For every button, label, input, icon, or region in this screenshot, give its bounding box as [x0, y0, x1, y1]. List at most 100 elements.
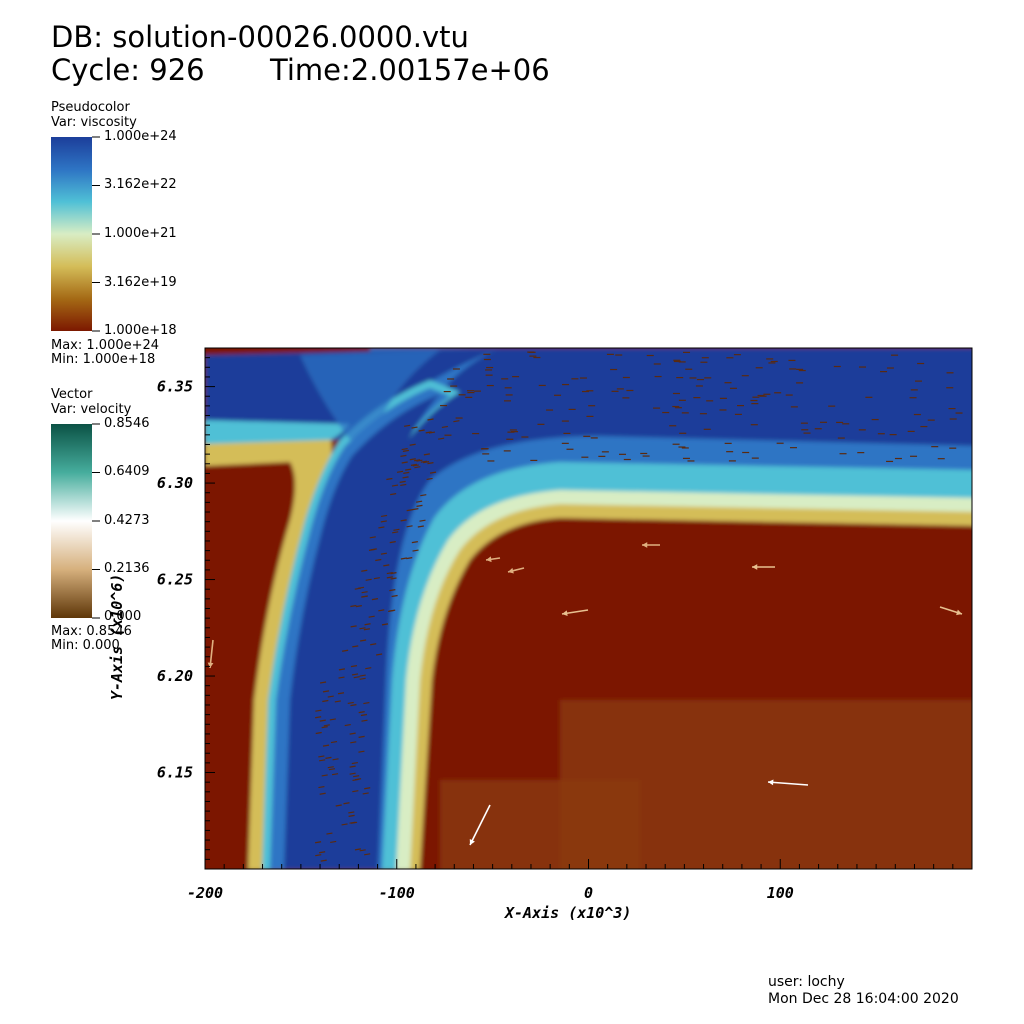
velocity-dash [344, 723, 351, 727]
velocity-arrowhead [508, 567, 514, 574]
viscosity-field [205, 348, 972, 869]
plate-cyan-band [366, 348, 972, 869]
velocity-dash [314, 841, 322, 844]
velocity-dash [364, 853, 371, 856]
velocity-dash [359, 677, 366, 680]
velocity-dash [392, 531, 399, 534]
y-tick-label: 6.35 [157, 378, 193, 396]
velocity-dash [381, 623, 389, 626]
velocity-dash [396, 470, 404, 473]
velocity-dash [335, 804, 342, 807]
velocity-dash [411, 541, 418, 544]
velocity-dash [357, 586, 365, 589]
lower-mantle-shade-2 [440, 780, 640, 869]
velocity-dash [389, 589, 396, 592]
vector-tick-1: 0.6409 [104, 464, 150, 479]
x-tick-label: 0 [584, 884, 593, 902]
pseudocolor-legend-title: Pseudocolor [51, 100, 130, 115]
velocity-dash [383, 564, 390, 567]
pseudocolor-max: Max: 1.000e+24 [51, 338, 160, 353]
cycle-label: Cycle: 926 [51, 53, 205, 87]
velocity-dash [380, 514, 388, 518]
velocity-dash [389, 609, 396, 612]
y-tick-label: 6.20 [157, 667, 193, 685]
velocity-dash [420, 460, 427, 463]
velocity-dash [420, 494, 427, 497]
left-top-cyan [205, 420, 350, 444]
velocity-arrowhead [562, 610, 568, 617]
velocity-dash [342, 649, 349, 652]
y-tick-label: 6.15 [157, 764, 193, 782]
velocity-dash [365, 667, 372, 670]
velocity-dash [361, 569, 368, 572]
velocity-dash [429, 471, 437, 474]
velocity-dash [414, 459, 421, 462]
velocity-dash [323, 724, 330, 727]
velocity-dash [425, 431, 432, 434]
velocity-dash [360, 713, 368, 717]
velocity-dash [370, 643, 377, 646]
velocity-dash [364, 787, 371, 790]
velocity-dash [331, 773, 339, 776]
velocity-dash [428, 431, 436, 434]
velocity-dash [329, 718, 336, 721]
velocity-dash [423, 453, 430, 456]
vector-tick-4: 0.000 [104, 609, 142, 624]
velocity-dash [370, 548, 377, 551]
velocity-dash [325, 756, 332, 759]
velocity-arrowhead [642, 542, 648, 548]
velocity-dash [400, 519, 407, 522]
velocity-dash [363, 628, 370, 631]
velocity-dash [386, 477, 393, 481]
velocity-dash [321, 774, 328, 777]
velocity-dash [350, 604, 357, 608]
velocity-dash [315, 709, 322, 712]
velocity-dash [359, 849, 366, 852]
velocity-dash [416, 500, 423, 503]
velocity-dash [364, 623, 371, 626]
velocity-dash [315, 854, 322, 857]
velocity-dash [319, 759, 326, 762]
velocity-dash [400, 454, 407, 457]
velocity-dash [409, 443, 416, 446]
velocity-dash [400, 557, 407, 560]
pseudocolor-colorbar [51, 137, 92, 331]
velocity-dash [378, 609, 385, 612]
velocity-dash [402, 449, 410, 452]
velocity-dash [365, 578, 372, 581]
velocity-dash [416, 459, 423, 462]
velocity-dash [318, 785, 325, 789]
db-title: DB: solution-00026.0000.vtu [51, 20, 469, 54]
velocity-dash [363, 701, 370, 705]
velocity-dash [426, 477, 433, 481]
velocity-dash [322, 699, 329, 703]
velocity-dash [412, 508, 419, 511]
pseudocolor-tick-1: 3.162e+22 [104, 177, 177, 192]
velocity-dash [350, 704, 357, 707]
velocity-dash [348, 814, 355, 817]
y-tick-label: 6.25 [157, 571, 193, 589]
velocity-arrowhead [207, 662, 214, 668]
velocity-dash [369, 536, 376, 539]
velocity-arrowhead [752, 564, 758, 570]
velocity-dash [405, 468, 412, 471]
velocity-dash [373, 577, 380, 580]
velocity-dash [380, 552, 387, 555]
velocity-dash [376, 653, 383, 656]
velocity-dash [334, 700, 341, 703]
velocity-dash [351, 761, 358, 765]
velocity-dash [418, 429, 425, 432]
velocity-dash [416, 504, 423, 507]
vector-colorbar [51, 424, 92, 618]
velocity-arrowhead [486, 556, 492, 563]
slab-core [284, 394, 440, 869]
velocity-dash [380, 520, 387, 523]
velocity-dash [410, 463, 418, 466]
velocity-dash [319, 719, 326, 722]
velocity-glyphs [207, 351, 963, 862]
vector-min: Min: 0.000 [51, 638, 120, 653]
velocity-dash [361, 719, 368, 722]
velocity-dash [319, 681, 327, 684]
pseudocolor-tick-2: 1.000e+21 [104, 226, 177, 241]
velocity-dash [353, 775, 360, 778]
